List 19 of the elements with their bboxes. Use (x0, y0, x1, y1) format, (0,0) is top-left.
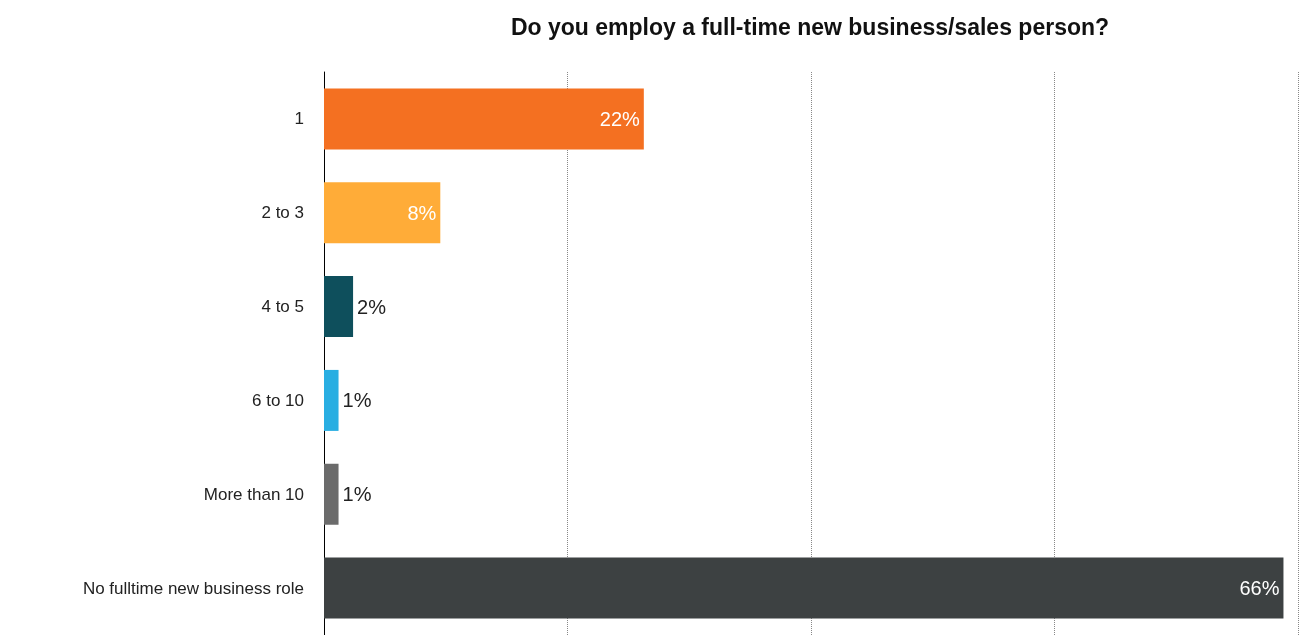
bar (324, 88, 644, 150)
y-tick-label: No fulltime new business role (82, 578, 304, 598)
data-label: 1% (342, 389, 372, 412)
bar (324, 557, 1284, 619)
y-tick-label: 4 to 5 (261, 297, 304, 317)
bar (324, 369, 339, 431)
data-label: 1% (342, 483, 372, 506)
bar (324, 182, 441, 244)
data-label: 66% (1239, 577, 1280, 600)
data-label: 8% (407, 201, 437, 224)
y-tick-label: 6 to 10 (252, 390, 304, 410)
data-label: 22% (599, 107, 641, 130)
y-tick-label: 1 (294, 109, 304, 129)
y-tick-label: More than 10 (203, 484, 304, 504)
y-tick-label: 2 to 3 (261, 203, 304, 223)
bar (324, 276, 354, 338)
chart-title: Do you employ a full-time new business/sales person? (510, 13, 1110, 40)
data-label: 2% (357, 295, 387, 318)
bar (324, 463, 339, 525)
